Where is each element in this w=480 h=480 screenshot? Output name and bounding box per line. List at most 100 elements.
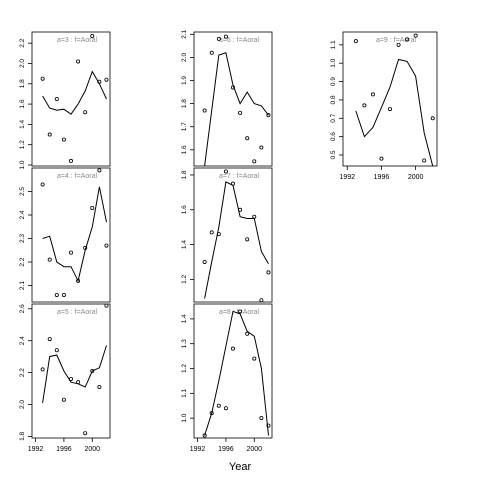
data-point <box>104 243 109 248</box>
data-point <box>54 348 59 353</box>
data-point <box>61 137 66 142</box>
y-tick-label: 2.2 <box>19 38 26 47</box>
panel-frame <box>31 167 111 303</box>
y-tick-label: 0.7 <box>330 113 337 122</box>
data-point <box>104 77 109 82</box>
panel: a=5 : f=Aoral 1.8 2.0 2.2 2.4 2.6 1992 1996 2000 <box>19 303 111 453</box>
data-point <box>61 397 66 402</box>
data-point <box>54 292 59 297</box>
data-point <box>223 34 228 39</box>
x-tick-label: 1996 <box>218 446 234 453</box>
data-point <box>245 331 250 336</box>
y-tick-label: 2.5 <box>19 187 26 196</box>
data-point <box>47 337 52 342</box>
y-tick-label: 2.3 <box>19 234 26 243</box>
panel-frame <box>342 31 438 167</box>
data-point <box>223 406 228 411</box>
y-tick-label: 1.0 <box>19 160 26 169</box>
y-tick-label: 1.8 <box>181 99 188 108</box>
y-tick-label: 1.2 <box>19 140 26 149</box>
data-point <box>370 92 375 97</box>
data-point <box>47 257 52 262</box>
panel: a=4 : f=Aoral 2.1 2.2 2.3 2.4 2.5 <box>19 167 111 303</box>
y-tick-label: 1.6 <box>181 145 188 154</box>
y-tick-label: 2.6 <box>19 304 26 313</box>
x-tick-label: 2000 <box>84 446 100 453</box>
data-point <box>259 416 264 421</box>
data-point <box>47 132 52 137</box>
data-point <box>413 33 418 38</box>
x-tick-label: 1992 <box>190 446 206 453</box>
y-tick-label: 1.0 <box>181 413 188 422</box>
y-tick-label: 1.3 <box>181 339 188 348</box>
fitted-line <box>355 58 434 166</box>
data-point <box>405 37 410 42</box>
y-tick-label: 1.9 <box>181 76 188 85</box>
data-point <box>252 159 257 164</box>
y-tick-label: 1.6 <box>181 205 188 214</box>
fitted-line <box>42 186 107 283</box>
data-point <box>90 205 95 210</box>
y-tick-label: 2.4 <box>19 210 26 219</box>
y-tick-label: 2.2 <box>19 368 26 377</box>
y-tick-label: 1.1 <box>330 40 337 49</box>
data-point <box>266 270 271 275</box>
data-point <box>83 431 88 436</box>
panel-frame <box>31 31 111 167</box>
data-point <box>379 156 384 161</box>
data-point <box>104 304 109 308</box>
y-tick-label: 1.8 <box>19 79 26 88</box>
data-point <box>396 42 401 47</box>
data-point <box>40 367 45 372</box>
data-point <box>83 110 88 115</box>
y-tick-label: 1.8 <box>181 170 188 179</box>
panel: a=3 : f=Aoral 1.0 1.2 1.4 1.6 1.8 2.0 2.2 <box>19 31 111 170</box>
panel-frame <box>31 303 111 439</box>
data-point <box>97 168 102 173</box>
data-point <box>76 278 81 283</box>
data-point <box>430 116 435 121</box>
data-point <box>76 380 81 385</box>
panel: a=9 : f=Aoral 0.5 0.6 0.7 0.8 0.9 1.0 1.1 1992 19… <box>330 31 438 181</box>
x-tick-label: 1996 <box>56 446 72 453</box>
panel-label: a=6 : f=Aoral <box>219 37 260 44</box>
data-point <box>252 356 257 361</box>
y-tick-label: 1.8 <box>19 432 26 441</box>
panel-label: a=9 : f=Aoral <box>376 37 417 44</box>
y-tick-label: 2.0 <box>19 59 26 68</box>
fitted-line <box>42 345 107 403</box>
data-point <box>238 110 243 115</box>
fitted-line <box>42 70 107 115</box>
y-tick-label: 2.0 <box>181 53 188 62</box>
y-tick-label: 1.2 <box>181 274 188 283</box>
fitted-line <box>204 310 269 436</box>
y-tick-label: 1.4 <box>181 314 188 323</box>
data-point <box>362 103 367 108</box>
data-point <box>230 181 235 186</box>
data-point <box>97 384 102 389</box>
y-tick-label: 1.7 <box>181 122 188 131</box>
data-point <box>238 309 243 314</box>
data-point <box>97 79 102 84</box>
y-tick-label: 0.5 <box>330 150 337 159</box>
data-point <box>259 145 264 150</box>
data-point <box>209 230 214 235</box>
data-point <box>40 182 45 187</box>
data-point <box>245 136 250 141</box>
data-point <box>90 34 95 39</box>
y-tick-label: 1.0 <box>330 58 337 67</box>
panel-frame <box>193 167 273 303</box>
data-point <box>266 113 271 118</box>
y-tick-label: 1.1 <box>181 388 188 397</box>
data-point <box>54 97 59 102</box>
fitted-line <box>204 181 269 299</box>
data-point <box>76 59 81 64</box>
data-point <box>202 259 207 264</box>
panel-label: a=3 : f=Aoral <box>57 37 98 44</box>
data-point <box>209 411 214 416</box>
x-tick-label: 1992 <box>28 446 44 453</box>
data-point <box>223 169 228 174</box>
